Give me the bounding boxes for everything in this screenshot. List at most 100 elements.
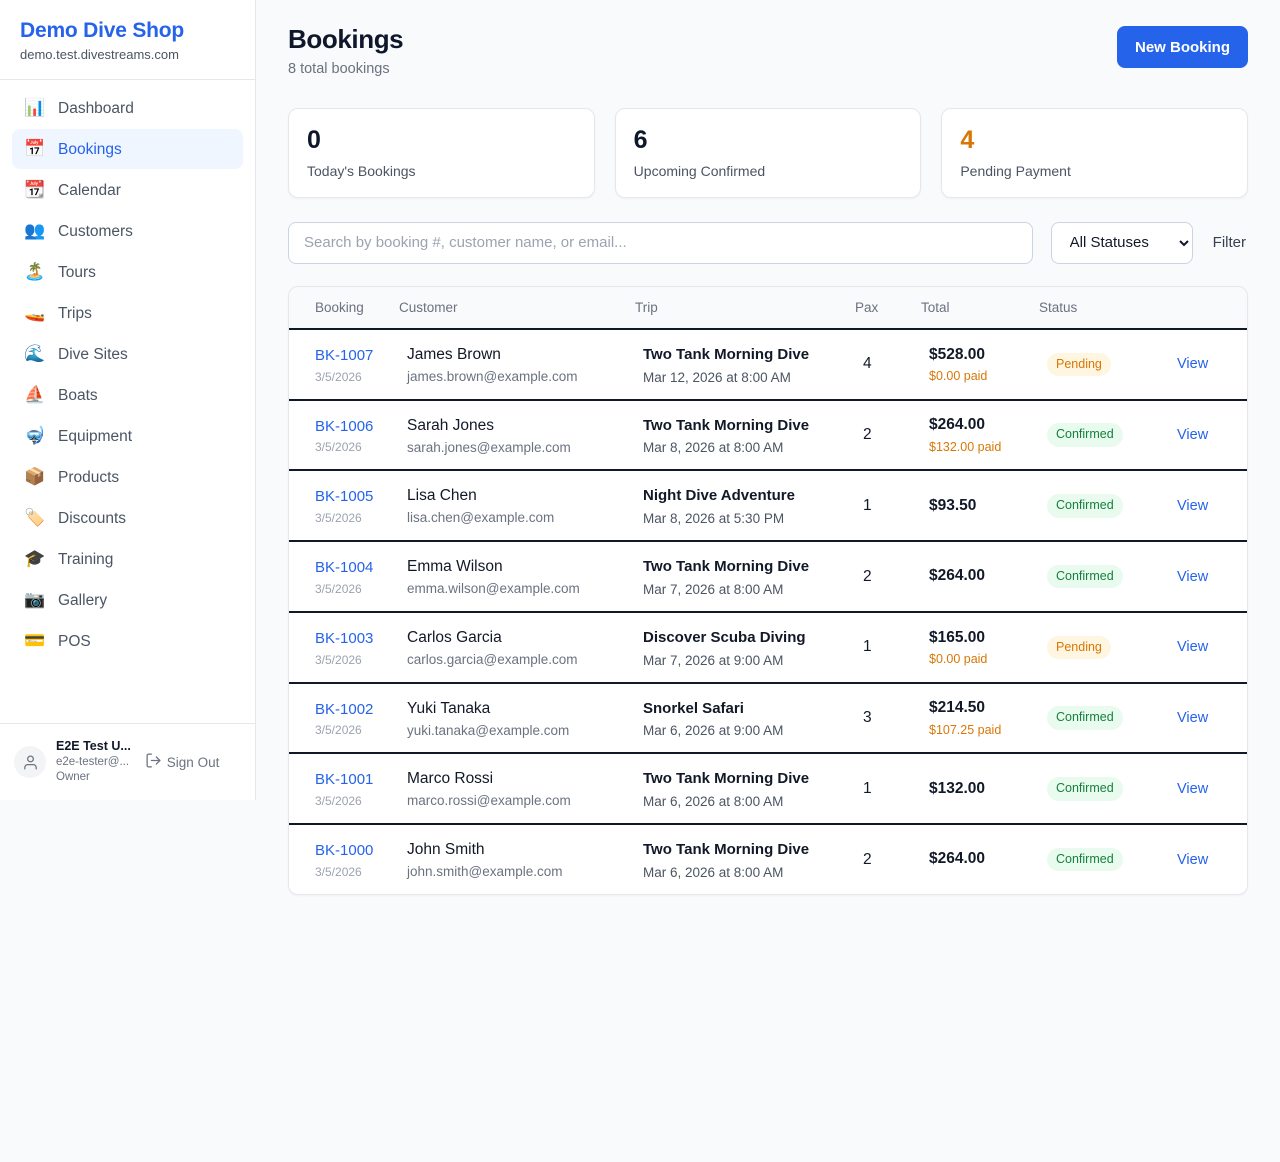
- sign-out-label: Sign Out: [166, 754, 220, 770]
- search-input[interactable]: [288, 221, 1033, 264]
- status-filter-select[interactable]: All Statuses: [1050, 221, 1193, 264]
- sidebar-item-discounts[interactable]: 🏷️ Discounts: [12, 498, 243, 538]
- cell-actions: View: [1169, 824, 1247, 894]
- booking-created-date: 3/5/2026: [315, 440, 362, 455]
- filter-button[interactable]: Filter: [1212, 234, 1246, 252]
- view-link[interactable]: View: [1177, 427, 1209, 444]
- customer-name: John Smith: [407, 841, 485, 859]
- table-row[interactable]: BK-1003 3/5/2026 Carlos Garcia carlos.garci…: [289, 611, 1247, 684]
- logout-icon: [145, 752, 162, 772]
- table-row[interactable]: BK-1004 3/5/2026 Emma Wilson emma.wilson@ex…: [289, 541, 1247, 613]
- column-header-status: Status: [1039, 286, 1169, 330]
- booking-id-link[interactable]: BK-1003: [315, 629, 374, 647]
- view-link[interactable]: View: [1177, 639, 1209, 656]
- customer-name: Lisa Chen: [407, 487, 477, 505]
- wave-icon: 🌊: [24, 343, 46, 364]
- stat-card: 4 Pending Payment: [941, 108, 1249, 198]
- sailboat-icon: ⛵: [24, 384, 46, 405]
- sidebar-item-pos[interactable]: 💳 POS: [12, 621, 243, 661]
- table-row[interactable]: BK-1006 3/5/2026 Sarah Jones sarah.jones@ex…: [289, 399, 1247, 472]
- customer-email: john.smith@example.com: [407, 864, 563, 880]
- cell-total: $264.00 $132.00 paid: [921, 399, 1039, 472]
- trip-name: Two Tank Morning Dive: [643, 558, 810, 576]
- calendar-icon: 📅: [24, 138, 46, 159]
- table-row[interactable]: BK-1000 3/5/2026 John Smith john.smith@exam…: [289, 824, 1247, 894]
- sidebar-item-customers[interactable]: 👥 Customers: [12, 211, 243, 251]
- view-link[interactable]: View: [1177, 780, 1209, 797]
- customer-name: Marco Rossi: [407, 770, 494, 788]
- table-row[interactable]: BK-1005 3/5/2026 Lisa Chen lisa.chen@exampl…: [289, 470, 1247, 543]
- trip-name: Snorkel Safari: [643, 699, 744, 717]
- cell-actions: View: [1169, 470, 1247, 543]
- customer-name: Sarah Jones: [407, 416, 495, 434]
- tear-off-calendar-icon: 📆: [24, 179, 46, 200]
- sidebar-item-tours[interactable]: 🏝️ Tours: [12, 252, 243, 292]
- total-amount: $165.00: [929, 628, 986, 646]
- booking-id-link[interactable]: BK-1000: [315, 842, 374, 860]
- column-header-actions: [1169, 286, 1247, 330]
- table-row[interactable]: BK-1002 3/5/2026 Yuki Tanaka yuki.tanaka@ex…: [289, 682, 1247, 755]
- cell-actions: View: [1169, 611, 1247, 684]
- booking-id-link[interactable]: BK-1001: [315, 771, 374, 789]
- cell-customer: Yuki Tanaka yuki.tanaka@example.com: [399, 682, 635, 755]
- cell-pax: 1: [855, 753, 921, 826]
- brand-domain: demo.test.divestreams.com: [20, 47, 179, 63]
- cell-booking: BK-1000 3/5/2026: [289, 824, 399, 894]
- booking-created-date: 3/5/2026: [315, 864, 362, 879]
- sidebar-item-dive-sites[interactable]: 🌊 Dive Sites: [12, 334, 243, 374]
- new-booking-button[interactable]: New Booking: [1116, 26, 1248, 68]
- sidebar-item-trips[interactable]: 🚤 Trips: [12, 293, 243, 333]
- total-amount: $528.00: [929, 345, 986, 363]
- sidebar-user-box: E2E Test U... e2e-tester@... Owner Sign …: [0, 723, 255, 800]
- stat-card: 0 Today's Bookings: [288, 108, 595, 198]
- sidebar-item-training[interactable]: 🎓 Training: [12, 539, 243, 579]
- view-link[interactable]: View: [1177, 497, 1209, 514]
- table-row[interactable]: BK-1001 3/5/2026 Marco Rossi marco.rossi@ex…: [289, 753, 1247, 826]
- cell-booking: BK-1001 3/5/2026: [289, 753, 399, 826]
- sidebar-item-products[interactable]: 📦 Products: [12, 457, 243, 497]
- stat-card: 6 Upcoming Confirmed: [614, 108, 922, 198]
- booking-created-date: 3/5/2026: [315, 369, 362, 384]
- trip-name: Two Tank Morning Dive: [643, 841, 810, 859]
- sidebar-item-dashboard[interactable]: 📊 Dashboard: [12, 88, 243, 128]
- booking-created-date: 3/5/2026: [315, 581, 362, 596]
- view-link[interactable]: View: [1177, 851, 1209, 868]
- sign-out-button[interactable]: Sign Out: [145, 752, 220, 772]
- customer-email: marco.rossi@example.com: [407, 793, 571, 809]
- cell-customer: Emma Wilson emma.wilson@example.com: [399, 541, 635, 613]
- cell-pax: 2: [855, 824, 921, 894]
- table-row[interactable]: BK-1007 3/5/2026 James Brown james.brown@ex…: [289, 328, 1247, 401]
- cell-booking: BK-1006 3/5/2026: [289, 399, 399, 472]
- cell-pax: 2: [855, 399, 921, 472]
- trip-name: Discover Scuba Diving: [643, 628, 806, 646]
- cell-pax: 1: [855, 611, 921, 684]
- sidebar-item-calendar[interactable]: 📆 Calendar: [12, 170, 243, 210]
- customer-email: carlos.garcia@example.com: [407, 651, 578, 667]
- status-badge: Confirmed: [1047, 494, 1123, 518]
- view-link[interactable]: View: [1177, 710, 1209, 727]
- booking-created-date: 3/5/2026: [315, 723, 362, 738]
- booking-id-link[interactable]: BK-1005: [315, 488, 374, 506]
- total-amount: $93.50: [929, 496, 977, 514]
- trip-name: Two Tank Morning Dive: [643, 416, 810, 434]
- cell-customer: John Smith john.smith@example.com: [399, 824, 635, 894]
- sidebar-item-equipment[interactable]: 🤿 Equipment: [12, 416, 243, 456]
- sidebar-item-bookings[interactable]: 📅 Bookings: [12, 129, 243, 170]
- user-name: E2E Test U...: [56, 739, 131, 754]
- view-link[interactable]: View: [1177, 356, 1209, 373]
- booking-id-link[interactable]: BK-1004: [315, 559, 374, 577]
- booking-id-link[interactable]: BK-1006: [315, 417, 374, 435]
- pax-count: 1: [863, 638, 872, 656]
- cell-total: $264.00: [921, 541, 1039, 613]
- main-content: Bookings 8 total bookings New Booking 0 T…: [256, 0, 1280, 1162]
- cell-trip: Two Tank Morning Dive Mar 8, 2026 at 8:00…: [635, 399, 855, 472]
- amount-paid: $107.25 paid: [929, 722, 1002, 737]
- sidebar-item-boats[interactable]: ⛵ Boats: [12, 375, 243, 415]
- booking-id-link[interactable]: BK-1002: [315, 700, 374, 718]
- status-badge: Confirmed: [1047, 564, 1123, 589]
- view-link[interactable]: View: [1177, 568, 1209, 585]
- booking-id-link[interactable]: BK-1007: [315, 346, 374, 364]
- column-header-customer: Customer: [399, 286, 635, 330]
- cell-total: $528.00 $0.00 paid: [921, 328, 1039, 401]
- sidebar-item-gallery[interactable]: 📷 Gallery: [12, 580, 243, 620]
